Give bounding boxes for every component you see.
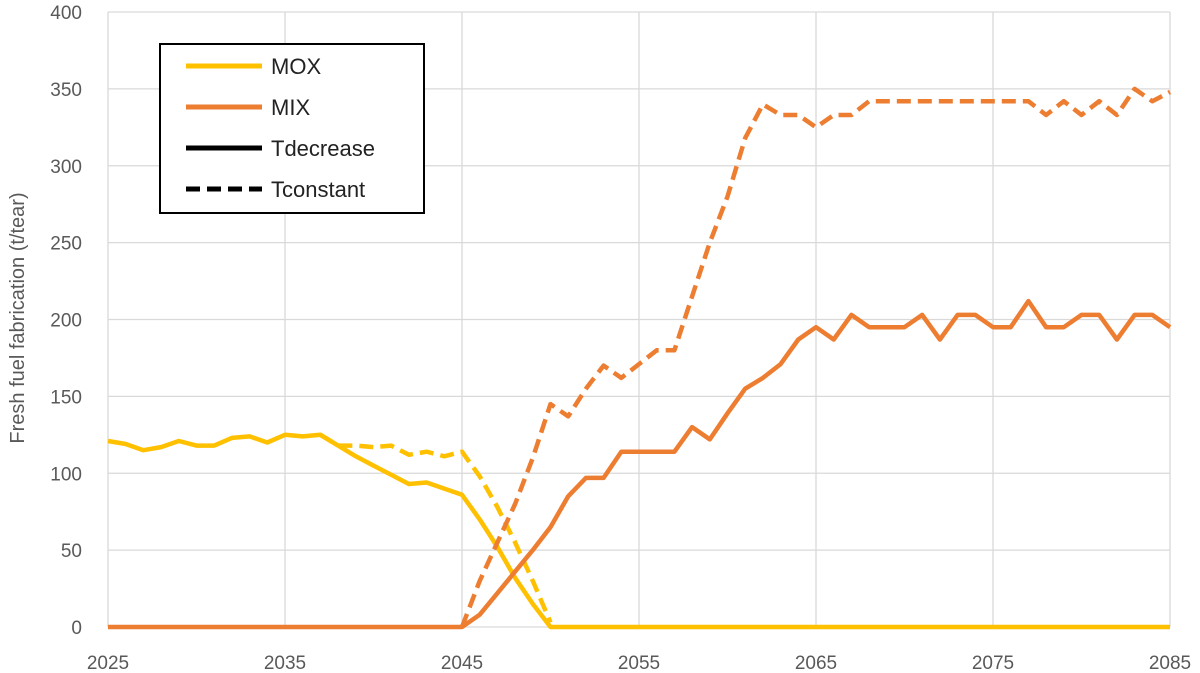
y-tick-label: 300: [50, 157, 82, 178]
series-line-mix-tconstant: [459, 86, 1172, 628]
y-axis-ticks: 0 50 100 150 200 250 300 350 400: [50, 3, 82, 639]
y-tick-label: 0: [71, 618, 82, 639]
x-tick-label: 2055: [618, 653, 660, 673]
y-tick-label: 400: [50, 3, 82, 24]
legend-label-tconstant: Tconstant: [271, 177, 365, 202]
legend-label-mox: MOX: [271, 54, 321, 79]
x-tick-label: 2065: [795, 653, 837, 673]
legend: MOX MIX Tdecrease Tconstant: [159, 43, 425, 214]
y-tick-label: 250: [50, 234, 82, 255]
y-tick-label: 150: [50, 387, 82, 408]
y-tick-label: 350: [50, 80, 82, 101]
legend-box: [159, 43, 425, 214]
x-tick-label: 2045: [441, 653, 483, 673]
series-line-mix-tdecrease: [108, 298, 1172, 630]
y-axis-title: Fresh fuel fabrication (t/tear): [7, 192, 29, 443]
x-tick-label: 2035: [264, 653, 306, 673]
y-tick-label: 50: [61, 541, 82, 562]
legend-label-tdecrease: Tdecrease: [271, 136, 375, 161]
y-tick-label: 100: [50, 464, 82, 485]
series-line-mox-tdecrease: [107, 432, 1170, 630]
x-axis-ticks: 2025 2035 2045 2055 2065 2075 2085: [87, 653, 1191, 673]
y-tick-label: 200: [50, 311, 82, 332]
x-tick-label: 2085: [1149, 653, 1191, 673]
legend-label-mix: MIX: [271, 95, 310, 120]
series-layer: [107, 86, 1172, 630]
x-tick-label: 2075: [972, 653, 1014, 673]
series-line-mox-tconstant: [319, 432, 553, 624]
x-tick-label: 2025: [87, 653, 129, 673]
